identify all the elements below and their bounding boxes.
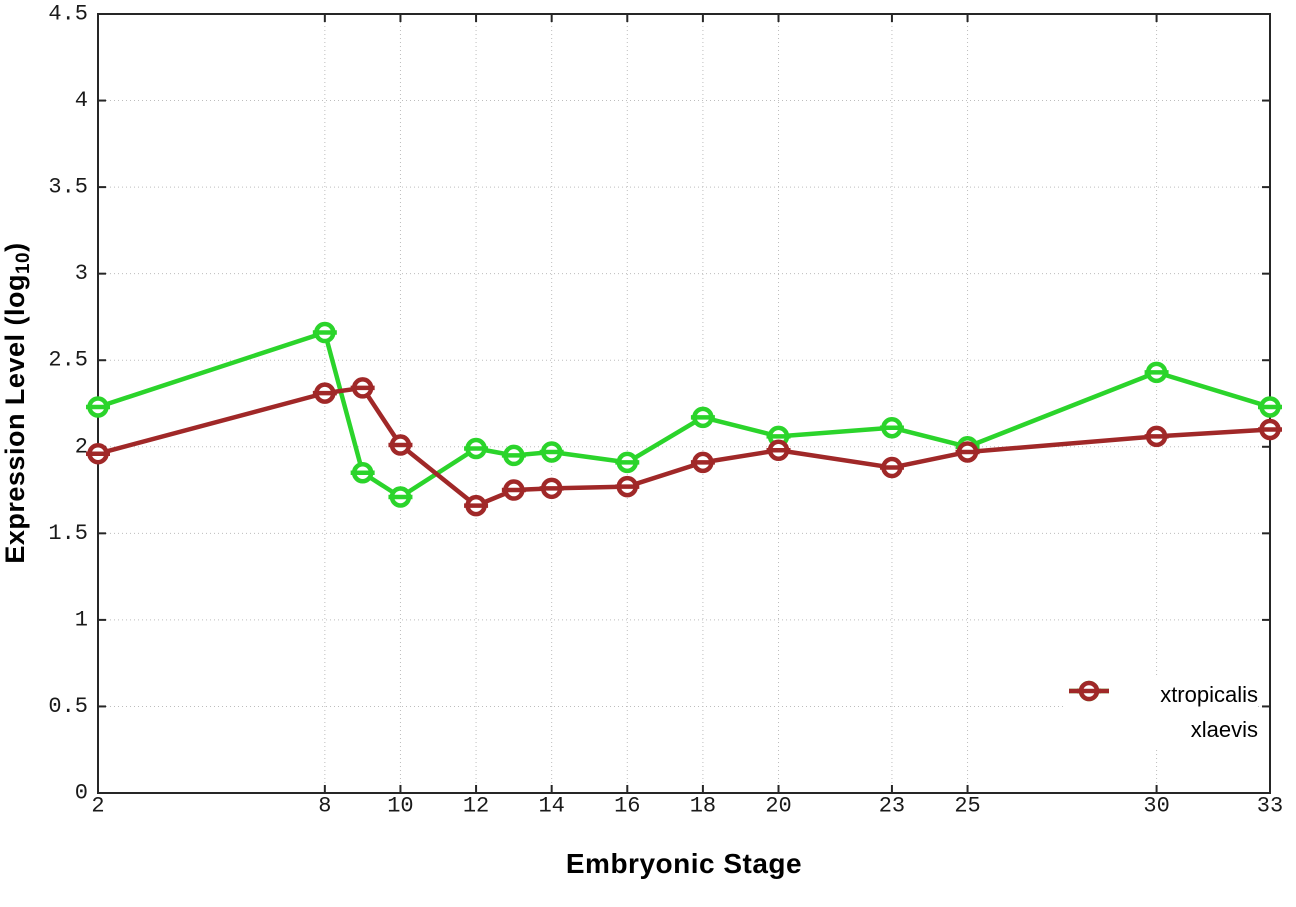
y-axis-title-subscript: 10	[13, 251, 35, 275]
y-axis-title: Expression Level (log10)	[0, 93, 34, 713]
svg-text:1.5: 1.5	[48, 521, 88, 546]
svg-text:2: 2	[91, 794, 104, 819]
svg-text:2.5: 2.5	[48, 348, 88, 373]
svg-text:23: 23	[879, 794, 905, 819]
svg-text:10: 10	[387, 794, 413, 819]
svg-text:1: 1	[75, 607, 88, 632]
series-xlaevis	[86, 377, 1282, 517]
svg-text:14: 14	[538, 794, 564, 819]
svg-text:4.5: 4.5	[48, 2, 88, 27]
svg-text:12: 12	[463, 794, 489, 819]
legend-label-xlaevis: xlaevis	[1190, 716, 1258, 742]
svg-text:4: 4	[75, 88, 88, 113]
y-axis-title-suffix: )	[0, 242, 30, 252]
svg-text:2: 2	[75, 434, 88, 459]
legend: xtropicalis xlaevis	[1066, 677, 1258, 747]
svg-text:8: 8	[318, 794, 331, 819]
svg-text:18: 18	[690, 794, 716, 819]
svg-text:20: 20	[765, 794, 791, 819]
svg-text:16: 16	[614, 794, 640, 819]
series-xtropicalis	[86, 321, 1282, 508]
legend-label-xtropicalis: xtropicalis	[1160, 681, 1258, 707]
svg-text:0.5: 0.5	[48, 694, 88, 719]
svg-text:30: 30	[1143, 794, 1169, 819]
legend-item-xlaevis: xlaevis	[1069, 680, 1258, 747]
circle-dash-marker-icon	[1069, 680, 1109, 702]
x-axis-title: Embryonic Stage	[565, 848, 803, 879]
svg-text:33: 33	[1257, 794, 1283, 819]
svg-text:25: 25	[954, 794, 980, 819]
y-axis-title-text: Expression Level (log	[0, 274, 30, 564]
legend-item-xtropicalis: xtropicalis	[1069, 677, 1258, 712]
svg-text:3: 3	[75, 261, 88, 286]
svg-text:3.5: 3.5	[48, 175, 88, 200]
y-tick-labels: 0 0.5 1 1.5 2 2.5 3 3.5 4 4.5	[48, 2, 88, 806]
svg-text:0: 0	[75, 781, 88, 806]
x-tick-labels: 2 8 10 12 14 16 18 20 23 25 30 33	[91, 794, 1283, 819]
